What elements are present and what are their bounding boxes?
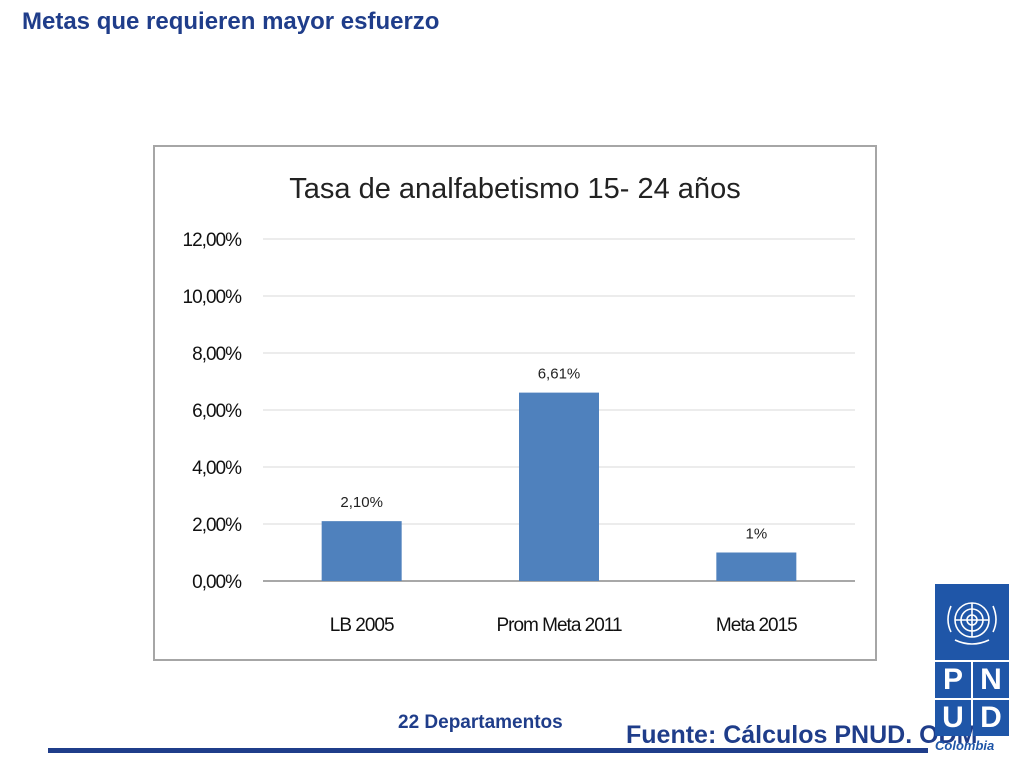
- logo-tile-d: D: [973, 700, 1009, 736]
- un-emblem-box: [935, 584, 1009, 660]
- un-emblem-icon: [947, 602, 997, 645]
- footer-note: 22 Departamentos: [398, 712, 563, 733]
- y-tick-label: 12,00%: [183, 230, 243, 251]
- bar-chart: Tasa de analfabetismo 15- 24 años 0,00% 2…: [183, 173, 855, 636]
- bars: [321, 392, 797, 581]
- logo-caption: Colombia: [935, 738, 995, 753]
- bar: [321, 521, 402, 581]
- footer-rule: [48, 748, 928, 753]
- y-tick-label: 2,00%: [192, 515, 242, 536]
- chart-title: Tasa de analfabetismo 15- 24 años: [289, 173, 740, 205]
- data-label: 6,61%: [538, 366, 581, 383]
- y-tick-label: 0,00%: [192, 572, 242, 593]
- logo-letter-p: P: [942, 663, 963, 696]
- data-label: 2,10%: [340, 494, 383, 511]
- x-category-label: Meta 2015: [716, 615, 797, 636]
- logo-tile-p: P: [935, 662, 971, 698]
- logo-tile-u: U: [935, 700, 971, 736]
- slide-title: Metas que requieren mayor esfuerzo: [22, 8, 440, 35]
- x-axis-categories: LB 2005 Prom Meta 2011 Meta 2015: [330, 615, 798, 636]
- data-labels: 2,10% 6,61% 1%: [340, 366, 767, 543]
- y-tick-label: 8,00%: [192, 344, 242, 365]
- source-text: Fuente: Cálculos PNUD. ODM: [626, 721, 978, 749]
- y-tick-label: 4,00%: [192, 458, 242, 479]
- data-label: 1%: [745, 526, 767, 543]
- logo-letter-n: N: [980, 663, 1002, 696]
- y-tick-label: 6,00%: [192, 401, 242, 422]
- x-category-label: LB 2005: [330, 615, 394, 636]
- bar: [716, 552, 797, 581]
- logo-letter-d: D: [980, 701, 1002, 734]
- logo-letter-u: U: [942, 701, 964, 734]
- y-axis-ticks: 0,00% 2,00% 4,00% 6,00% 8,00% 10,00% 12,00%: [183, 230, 244, 593]
- logo-tile-n: N: [973, 662, 1009, 698]
- chart-frame: Tasa de analfabetismo 15- 24 años 0,00% 2…: [153, 145, 877, 661]
- pnud-logo: P N U D Colombia: [935, 584, 1009, 754]
- bar: [519, 392, 599, 581]
- x-category-label: Prom Meta 2011: [496, 615, 621, 636]
- y-tick-label: 10,00%: [183, 287, 243, 308]
